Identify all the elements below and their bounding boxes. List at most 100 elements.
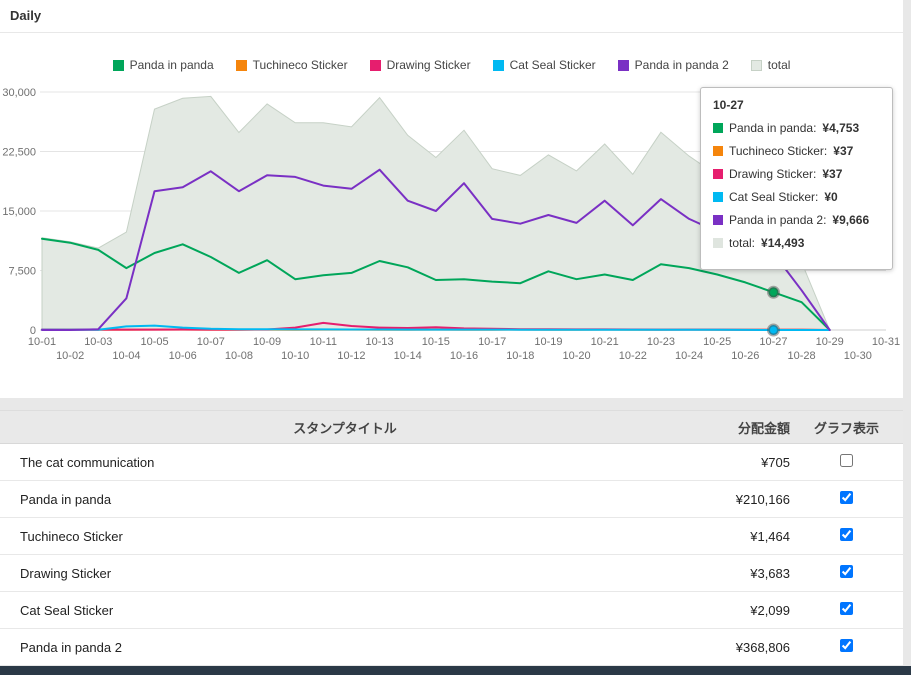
- content: Daily Panda in panda Tuchineco Sticker Dra…: [0, 0, 903, 666]
- chart-tooltip: 10-27 Panda in panda: ¥4,753 Tuchineco Sti…: [700, 87, 893, 270]
- svg-text:10-08: 10-08: [225, 350, 253, 362]
- graph-display-cell: [790, 517, 903, 555]
- chart-legend: Panda in panda Tuchineco Sticker Drawing S…: [0, 57, 903, 73]
- stamp-title: Panda in panda: [0, 480, 690, 518]
- svg-text:10-01: 10-01: [28, 336, 56, 348]
- svg-text:10-10: 10-10: [281, 350, 309, 362]
- footer-bar: [0, 666, 911, 675]
- graph-display-checkbox[interactable]: [840, 565, 853, 578]
- legend-item-panda-in-panda[interactable]: Panda in panda: [112, 58, 214, 72]
- svg-text:0: 0: [30, 325, 36, 337]
- svg-text:10-02: 10-02: [56, 350, 84, 362]
- tooltip-row-drawing-sticker: Drawing Sticker: ¥37: [713, 167, 880, 181]
- distribution-amount: ¥368,806: [690, 628, 790, 666]
- tooltip-row-tuchineco-sticker: Tuchineco Sticker: ¥37: [713, 144, 880, 158]
- legend-swatch-icon: [750, 59, 762, 71]
- svg-text:10-13: 10-13: [366, 336, 394, 348]
- legend-item-drawing-sticker[interactable]: Drawing Sticker: [369, 58, 471, 72]
- svg-text:10-06: 10-06: [169, 350, 197, 362]
- distribution-amount: ¥3,683: [690, 554, 790, 592]
- svg-text:10-04: 10-04: [112, 350, 140, 362]
- svg-text:10-28: 10-28: [788, 350, 816, 362]
- tooltip-series-value: ¥14,493: [761, 236, 805, 250]
- stamp-title: Panda in panda 2: [0, 628, 690, 666]
- graph-display-checkbox[interactable]: [840, 528, 853, 541]
- graph-display-checkbox[interactable]: [840, 639, 853, 652]
- legend-item-tuchineco-sticker[interactable]: Tuchineco Sticker: [235, 58, 348, 72]
- graph-display-cell: [790, 554, 903, 592]
- hover-marker-panda-in-panda: [766, 285, 780, 299]
- legend-label: Cat Seal Sticker: [509, 58, 596, 72]
- distribution-amount: ¥705: [690, 443, 790, 481]
- legend-swatch-icon: [112, 59, 124, 71]
- column-header-stamp-title: スタンプタイトル: [0, 410, 690, 444]
- tooltip-swatch-icon: [713, 146, 723, 156]
- tooltip-row-panda-in-panda-2: Panda in panda 2: ¥9,666: [713, 213, 880, 227]
- series-line-panda-in-panda: [41, 237, 831, 331]
- tooltip-row-panda-in-panda: Panda in panda: ¥4,753: [713, 121, 880, 135]
- legend-item-cat-seal-sticker[interactable]: Cat Seal Sticker: [492, 58, 596, 72]
- page-title: Daily: [10, 8, 42, 23]
- graph-display-checkbox[interactable]: [840, 602, 853, 615]
- table-header-row: スタンプタイトル 分配金額 グラフ表示: [0, 410, 903, 444]
- table-row-drawing-sticker: Drawing Sticker ¥3,683: [0, 554, 903, 592]
- tooltip-series-label: Tuchineco Sticker:: [729, 144, 828, 158]
- svg-text:10-09: 10-09: [253, 336, 281, 348]
- svg-text:10-03: 10-03: [84, 336, 112, 348]
- chart-section: Panda in panda Tuchineco Sticker Drawing S…: [0, 33, 903, 398]
- series-line-cat-seal-sticker: [41, 324, 831, 331]
- tooltip-date: 10-27: [713, 98, 744, 112]
- stamp-title: Cat Seal Sticker: [0, 591, 690, 629]
- tooltip-series-label: Panda in panda 2:: [729, 213, 827, 227]
- legend-swatch-icon: [369, 59, 381, 71]
- legend-label: Drawing Sticker: [386, 58, 471, 72]
- svg-text:10-23: 10-23: [647, 336, 675, 348]
- legend-item-total[interactable]: total: [750, 58, 790, 72]
- tooltip-row-cat-seal-sticker: Cat Seal Sticker: ¥0: [713, 190, 880, 204]
- svg-text:10-31: 10-31: [872, 336, 900, 348]
- stamp-table: スタンプタイトル 分配金額 グラフ表示 The cat communicatio…: [0, 410, 903, 666]
- hover-marker-cat-seal-sticker: [766, 323, 780, 337]
- tooltip-series-value: ¥0: [824, 190, 838, 204]
- x-axis-labels: 10-0110-0210-0310-0410-0510-0610-0710-08…: [28, 336, 900, 362]
- series-line-panda-in-panda-2: [41, 168, 831, 331]
- svg-text:10-14: 10-14: [394, 350, 422, 362]
- svg-text:10-16: 10-16: [450, 350, 478, 362]
- svg-text:10-05: 10-05: [140, 336, 168, 348]
- svg-text:10-15: 10-15: [422, 336, 450, 348]
- table-row-panda-in-panda: Panda in panda ¥210,166: [0, 480, 903, 518]
- svg-text:7,500: 7,500: [8, 266, 36, 278]
- table-row-panda-in-panda-2: Panda in panda 2 ¥368,806: [0, 628, 903, 666]
- distribution-amount: ¥2,099: [690, 591, 790, 629]
- legend-swatch-icon: [617, 59, 629, 71]
- svg-text:10-20: 10-20: [562, 350, 590, 362]
- svg-text:10-17: 10-17: [478, 336, 506, 348]
- stamp-title: Tuchineco Sticker: [0, 517, 690, 555]
- stamp-title: The cat communication: [0, 443, 690, 481]
- svg-text:10-29: 10-29: [816, 336, 844, 348]
- graph-display-cell: [790, 591, 903, 629]
- svg-text:10-19: 10-19: [534, 336, 562, 348]
- svg-text:30,000: 30,000: [2, 87, 36, 99]
- table-row-cat-seal-sticker: Cat Seal Sticker ¥2,099: [0, 591, 903, 629]
- tooltip-series-value: ¥37: [833, 144, 854, 158]
- legend-label: Panda in panda 2: [634, 58, 729, 72]
- tooltip-rows: Panda in panda: ¥4,753 Tuchineco Sticker: ¥…: [713, 121, 880, 250]
- table-section: スタンプタイトル 分配金額 グラフ表示 The cat communicatio…: [0, 410, 903, 666]
- svg-text:10-30: 10-30: [844, 350, 872, 362]
- table-row-tuchineco-sticker: Tuchineco Sticker ¥1,464: [0, 517, 903, 555]
- graph-display-checkbox[interactable]: [840, 491, 853, 504]
- legend-swatch-icon: [235, 59, 247, 71]
- daily-revenue-chart[interactable]: 07,50015,00022,50030,00010-0110-0210-031…: [0, 79, 903, 364]
- legend-label: Tuchineco Sticker: [252, 58, 348, 72]
- svg-text:10-21: 10-21: [591, 336, 619, 348]
- tooltip-series-label: Drawing Sticker:: [729, 167, 817, 181]
- tooltip-series-label: total:: [729, 236, 756, 250]
- legend-item-panda-in-panda-2[interactable]: Panda in panda 2: [617, 58, 729, 72]
- legend-label: Panda in panda: [129, 58, 214, 72]
- graph-display-checkbox[interactable]: [840, 454, 853, 467]
- svg-text:10-18: 10-18: [506, 350, 534, 362]
- section-header: Daily: [0, 0, 903, 33]
- tooltip-series-value: ¥4,753: [822, 121, 860, 135]
